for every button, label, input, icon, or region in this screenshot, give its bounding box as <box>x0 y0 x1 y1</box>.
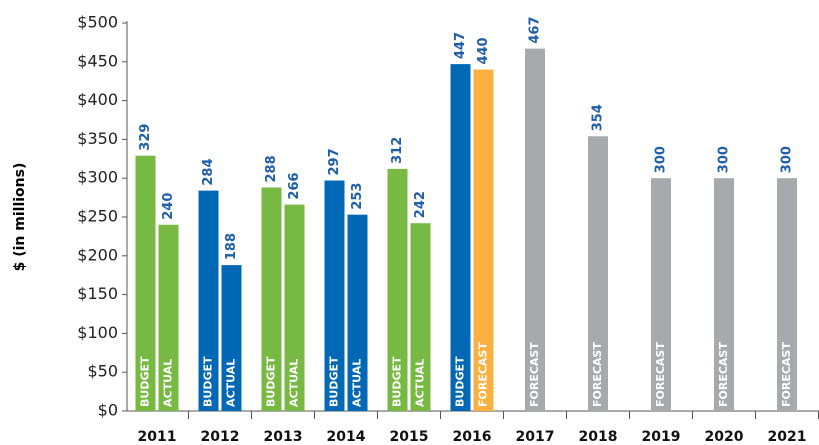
y-tick-label: $150 <box>77 284 118 303</box>
bar-series-label: FORECAST <box>717 342 730 407</box>
y-tick-label: $450 <box>77 51 118 70</box>
bar <box>473 69 494 411</box>
value-label: 300 <box>717 146 732 173</box>
bar-series-label: BUDGET <box>454 356 467 407</box>
bar-series-label: ACTUAL <box>225 359 238 407</box>
bar-series-label: BUDGET <box>391 356 404 407</box>
y-axis-label: $ (in millions) <box>12 163 28 272</box>
value-label: 240 <box>161 193 176 220</box>
value-label: 354 <box>591 104 606 131</box>
bar-series-label: ACTUAL <box>288 359 301 407</box>
bar <box>410 223 431 411</box>
value-label: 242 <box>413 191 428 218</box>
value-label: 329 <box>138 124 153 151</box>
x-tick-label: 2015 <box>390 429 429 445</box>
value-label: 300 <box>654 146 669 173</box>
bar-series-label: BUDGET <box>139 356 152 407</box>
x-tick-label: 2011 <box>138 429 177 445</box>
x-tick-label: 2021 <box>768 429 807 445</box>
bar-series-label: ACTUAL <box>414 359 427 407</box>
value-label: 312 <box>390 137 405 164</box>
value-label: 297 <box>327 148 342 175</box>
bar-series-label: BUDGET <box>328 356 341 407</box>
bar <box>158 224 179 411</box>
x-tick-label: 2020 <box>705 429 744 445</box>
value-label: 467 <box>528 16 543 43</box>
y-tick-label: $250 <box>77 207 118 226</box>
value-label: 188 <box>224 233 239 260</box>
bar-series-label: FORECAST <box>654 342 667 407</box>
y-tick-label: $0 <box>98 401 118 420</box>
y-tick-label: $200 <box>77 245 118 264</box>
x-tick-label: 2012 <box>201 429 240 445</box>
bar-series-label: FORECAST <box>780 342 793 407</box>
x-tick-label: 2019 <box>642 429 681 445</box>
value-label: 266 <box>287 172 302 199</box>
y-tick-label: $500 <box>77 13 118 32</box>
bar-series-label: ACTUAL <box>162 359 175 407</box>
bar <box>777 178 797 411</box>
bar-series-label: ACTUAL <box>351 359 364 407</box>
bar-series-label: BUDGET <box>202 356 215 407</box>
bar <box>387 168 408 411</box>
x-tick-label: 2017 <box>516 429 555 445</box>
bar <box>198 190 219 411</box>
y-tick-label: $300 <box>77 168 118 187</box>
value-label: 447 <box>453 32 468 59</box>
bar-series-label: FORECAST <box>477 342 490 407</box>
y-tick-label: $50 <box>87 362 118 381</box>
bar-series-label: FORECAST <box>591 342 604 407</box>
value-label: 300 <box>780 146 795 173</box>
bar <box>651 178 671 411</box>
bar <box>135 155 156 411</box>
bar <box>525 48 545 411</box>
y-tick-label: $350 <box>77 129 118 148</box>
value-label: 440 <box>476 37 491 64</box>
x-tick-label: 2013 <box>264 429 303 445</box>
bar <box>347 214 368 411</box>
value-label: 253 <box>350 183 365 210</box>
x-tick-label: 2014 <box>327 429 366 445</box>
bar <box>450 64 471 412</box>
bar <box>324 180 345 411</box>
bar <box>588 136 608 411</box>
bar <box>261 187 282 411</box>
bar-series-label: FORECAST <box>528 342 541 407</box>
y-tick-label: $100 <box>77 323 118 342</box>
bar <box>284 204 305 411</box>
bar <box>221 265 242 411</box>
value-label: 284 <box>201 158 216 185</box>
y-tick-label: $400 <box>77 90 118 109</box>
x-tick-label: 2016 <box>453 429 492 445</box>
bar-series-label: BUDGET <box>265 356 278 407</box>
bar <box>714 178 734 411</box>
value-label: 288 <box>264 155 279 182</box>
x-tick-label: 2018 <box>579 429 618 445</box>
